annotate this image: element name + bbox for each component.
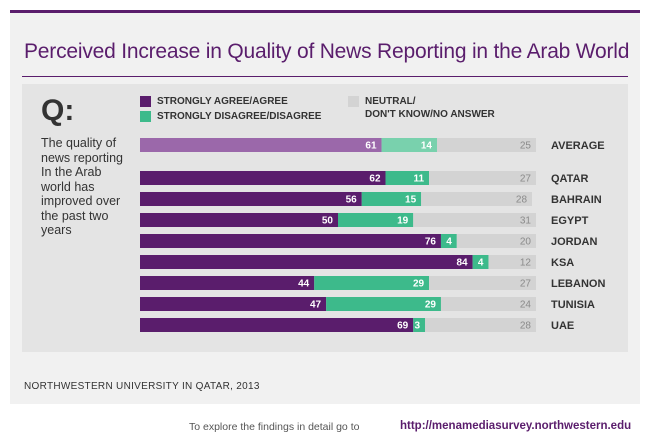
bar-neutral-lebanon <box>429 276 536 290</box>
category-label-average: AVERAGE <box>551 140 605 152</box>
data-label-disagree-bahrain: 15 <box>405 195 417 206</box>
bar-agree-tunisia <box>140 297 327 311</box>
data-label-agree-bahrain: 56 <box>346 195 358 206</box>
category-label-jordan: JORDAN <box>551 236 598 248</box>
data-label-neutral-egypt: 31 <box>520 216 532 227</box>
data-label-agree-egypt: 50 <box>322 216 334 227</box>
title-divider <box>22 76 628 77</box>
category-label-lebanon: LEBANON <box>551 278 605 290</box>
source-credit: NORTHWESTERN UNIVERSITY IN QATAR, 2013 <box>24 381 260 392</box>
data-label-agree-uae: 69 <box>397 321 409 332</box>
data-label-neutral-uae: 28 <box>520 321 532 332</box>
bar-agree-bahrain <box>140 192 362 206</box>
bar-neutral-jordan <box>456 234 536 248</box>
category-label-uae: UAE <box>551 320 574 332</box>
bar-disagree-average <box>381 138 437 152</box>
bar-neutral-egypt <box>413 213 536 227</box>
data-label-disagree-egypt: 19 <box>397 216 409 227</box>
data-label-neutral-jordan: 20 <box>520 237 532 248</box>
data-label-agree-tunisia: 47 <box>310 300 322 311</box>
question-mark: Q: <box>41 94 75 127</box>
bar-agree-egypt <box>140 213 338 227</box>
bar-disagree-qatar <box>385 171 430 185</box>
data-label-agree-jordan: 76 <box>425 237 437 248</box>
question-text: The quality of news reporting In the Ara… <box>41 136 123 237</box>
legend-swatch-neutral <box>348 96 359 107</box>
data-label-neutral-bahrain: 28 <box>516 195 528 206</box>
bar-agree-qatar <box>140 171 386 185</box>
data-label-neutral-qatar: 27 <box>520 174 532 185</box>
data-label-neutral-ksa: 12 <box>520 258 532 269</box>
bar-disagree-ksa <box>472 255 489 269</box>
bar-agree-ksa <box>140 255 473 269</box>
data-label-disagree-qatar: 11 <box>414 174 425 185</box>
data-label-disagree-jordan: 4 <box>446 237 452 248</box>
data-label-disagree-average: 14 <box>421 141 433 152</box>
bar-agree-jordan <box>140 234 441 248</box>
legend-label-neutral-line1: NEUTRAL/ <box>365 96 416 107</box>
category-label-tunisia: TUNISIA <box>551 299 595 311</box>
category-label-bahrain: BAHRAIN <box>551 194 602 206</box>
data-label-disagree-uae: 3 <box>415 321 421 332</box>
bar-neutral-qatar <box>429 171 536 185</box>
data-label-agree-qatar: 62 <box>369 174 381 185</box>
data-label-disagree-lebanon: 29 <box>413 279 425 290</box>
category-label-ksa: KSA <box>551 257 574 269</box>
data-label-agree-average: 61 <box>365 141 377 152</box>
legend-label-agree: STRONGLY AGREE/AGREE <box>157 96 288 107</box>
bar-neutral-uae <box>425 318 536 332</box>
data-label-disagree-ksa: 4 <box>478 258 484 269</box>
data-label-agree-lebanon: 44 <box>298 279 310 290</box>
bar-agree-uae <box>140 318 414 332</box>
bar-neutral-tunisia <box>440 297 536 311</box>
bar-disagree-jordan <box>440 234 457 248</box>
data-label-agree-ksa: 84 <box>457 258 469 269</box>
bar-disagree-egypt <box>338 213 414 227</box>
data-label-disagree-tunisia: 29 <box>425 300 437 311</box>
bar-disagree-tunisia <box>326 297 441 311</box>
bar-neutral-average <box>437 138 536 152</box>
data-label-neutral-average: 25 <box>520 141 532 152</box>
bar-neutral-bahrain <box>421 192 533 206</box>
bar-neutral-ksa <box>488 255 536 269</box>
bar-disagree-uae <box>413 318 426 332</box>
legend-swatch-disagree <box>140 111 151 122</box>
legend-label-neutral-line2: DON'T KNOW/NO ANSWER <box>365 109 495 120</box>
data-label-neutral-lebanon: 27 <box>520 279 532 290</box>
bar-agree-average <box>140 138 382 152</box>
bar-disagree-lebanon <box>314 276 430 290</box>
bar-disagree-bahrain <box>361 192 422 206</box>
category-label-egypt: EGYPT <box>551 215 589 227</box>
chart-title: Perceived Increase in Quality of News Re… <box>24 40 630 63</box>
legend-swatch-agree <box>140 96 151 107</box>
bar-agree-lebanon <box>140 276 315 290</box>
explore-prompt: To explore the findings in detail go to <box>189 421 360 433</box>
data-label-neutral-tunisia: 24 <box>520 300 532 311</box>
category-label-qatar: QATAR <box>551 173 589 185</box>
legend-label-disagree: STRONGLY DISAGREE/DISAGREE <box>157 111 322 122</box>
survey-link[interactable]: http://menamediasurvey.northwestern.edu <box>400 420 632 432</box>
